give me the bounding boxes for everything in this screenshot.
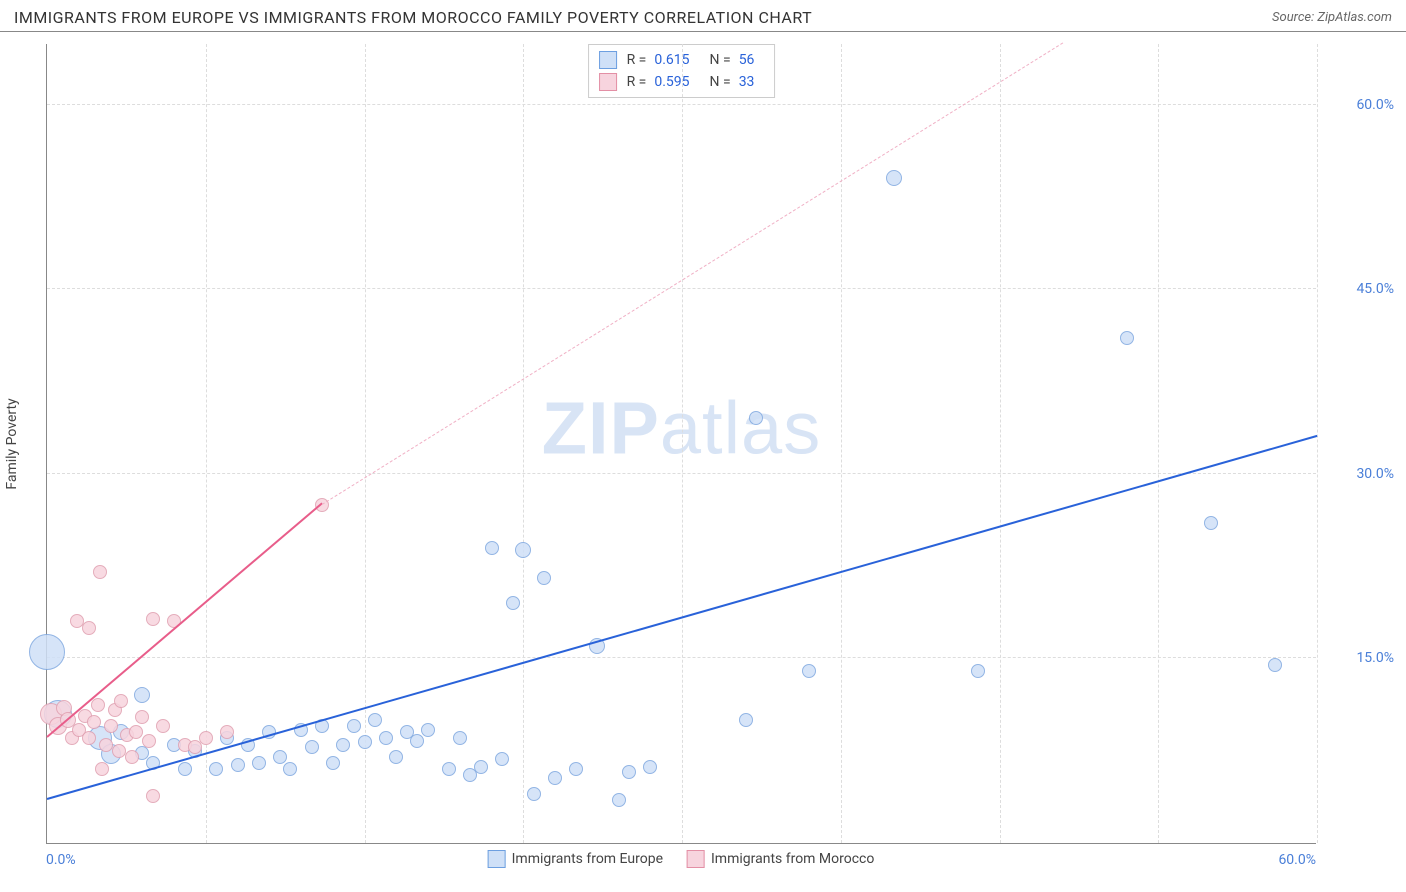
data-point [231, 758, 245, 772]
stats-n-value: 56 [739, 52, 755, 68]
data-point [453, 731, 467, 745]
data-point [739, 713, 753, 727]
stats-n-value: 33 [739, 74, 755, 90]
watermark-suffix: atlas [660, 386, 821, 469]
legend-item: Immigrants from Europe [488, 850, 663, 868]
data-point [283, 762, 297, 776]
data-point [129, 725, 143, 739]
gridline-vertical [523, 44, 524, 843]
data-point [537, 571, 551, 585]
data-point [93, 565, 107, 579]
data-point [515, 542, 531, 558]
chart-title: IMMIGRANTS FROM EUROPE VS IMMIGRANTS FRO… [14, 8, 812, 27]
data-point [379, 731, 393, 745]
legend-swatch [687, 850, 705, 868]
y-tick-label: 30.0% [1324, 466, 1394, 482]
stats-r-value: 0.595 [654, 74, 689, 90]
data-point [495, 752, 509, 766]
data-point [29, 634, 65, 670]
data-point [749, 411, 763, 425]
y-tick-label: 45.0% [1324, 281, 1394, 297]
gridline-vertical [682, 44, 683, 843]
y-tick-label: 15.0% [1324, 650, 1394, 666]
data-point [252, 756, 266, 770]
data-point [178, 762, 192, 776]
stats-r-value: 0.615 [654, 52, 689, 68]
data-point [1268, 658, 1282, 672]
data-point [220, 725, 234, 739]
data-point [421, 723, 435, 737]
data-point [612, 793, 626, 807]
data-point [134, 687, 150, 703]
legend-swatch [488, 850, 506, 868]
data-point [156, 719, 170, 733]
data-point [1120, 331, 1134, 345]
y-axis-label: Family Poverty [4, 398, 20, 489]
legend-item: Immigrants from Morocco [687, 850, 874, 868]
data-point [506, 596, 520, 610]
trendline-extrapolated [322, 42, 1063, 504]
series-legend: Immigrants from Europe Immigrants from Mo… [488, 850, 875, 868]
data-point [358, 735, 372, 749]
x-tick-max: 60.0% [1278, 852, 1316, 868]
data-point [135, 710, 149, 724]
data-point [82, 731, 96, 745]
data-point [410, 734, 424, 748]
data-point [104, 719, 118, 733]
data-point [199, 731, 213, 745]
data-point [142, 734, 156, 748]
data-point [971, 664, 985, 678]
legend-label: Immigrants from Europe [512, 851, 663, 867]
gridline-vertical [1317, 44, 1318, 843]
data-point [368, 713, 382, 727]
stats-n-label: N = [710, 74, 731, 90]
data-point [209, 762, 223, 776]
data-point [305, 740, 319, 754]
gridline-vertical [1000, 44, 1001, 843]
data-point [622, 765, 636, 779]
data-point [1204, 516, 1218, 530]
data-point [336, 738, 350, 752]
gridline-vertical [1158, 44, 1159, 843]
gridline-vertical [841, 44, 842, 843]
data-point [114, 694, 128, 708]
legend-swatch [599, 51, 617, 69]
x-tick-min: 0.0% [46, 852, 76, 868]
data-point [87, 715, 101, 729]
data-point [802, 664, 816, 678]
data-point [527, 787, 541, 801]
watermark-prefix: ZIP [542, 386, 660, 469]
data-point [326, 756, 340, 770]
data-point [82, 621, 96, 635]
data-point [442, 762, 456, 776]
data-point [91, 698, 105, 712]
data-point [273, 750, 287, 764]
data-point [95, 762, 109, 776]
chart-container: Family Poverty ZIPatlas R =0.615N =56R =… [46, 44, 1316, 844]
data-point [548, 771, 562, 785]
y-tick-label: 60.0% [1324, 97, 1394, 113]
data-point [347, 719, 361, 733]
plot-area: ZIPatlas R =0.615N =56R =0.595N =33 15.0… [46, 44, 1316, 844]
gridline-vertical [365, 44, 366, 843]
chart-header: IMMIGRANTS FROM EUROPE VS IMMIGRANTS FRO… [0, 0, 1406, 32]
data-point [643, 760, 657, 774]
data-point [485, 541, 499, 555]
gridline-vertical [206, 44, 207, 843]
legend-swatch [599, 73, 617, 91]
stats-n-label: N = [710, 52, 731, 68]
data-point [569, 762, 583, 776]
data-point [146, 789, 160, 803]
stats-r-label: R = [627, 52, 647, 68]
data-point [146, 612, 160, 626]
data-point [474, 760, 488, 774]
legend-label: Immigrants from Morocco [711, 851, 874, 867]
stats-r-label: R = [627, 74, 647, 90]
data-point [886, 170, 902, 186]
chart-source: Source: ZipAtlas.com [1272, 10, 1392, 25]
data-point [125, 750, 139, 764]
data-point [389, 750, 403, 764]
